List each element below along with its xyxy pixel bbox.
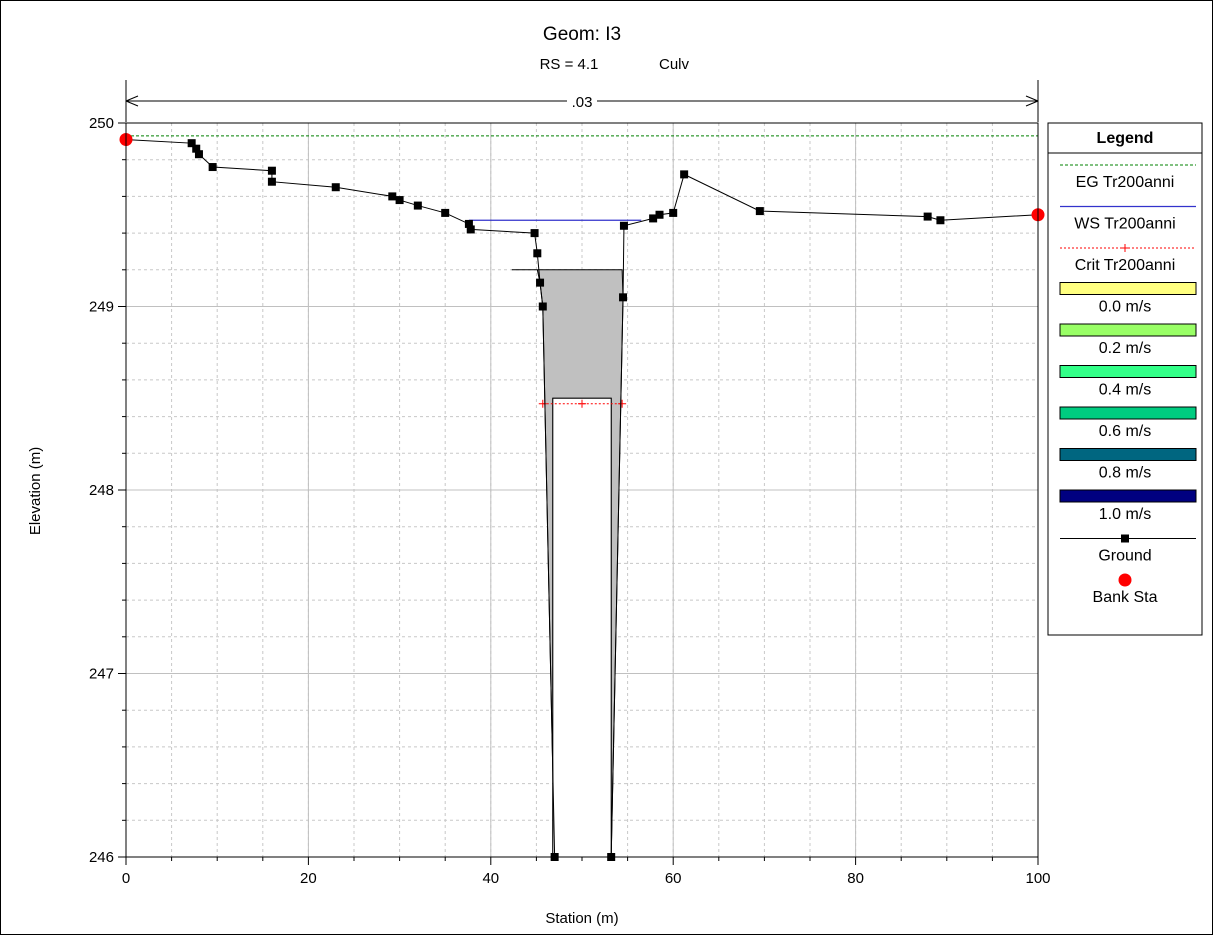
ground-point xyxy=(530,229,539,238)
x-tick-label: 0 xyxy=(122,870,130,887)
ground-point xyxy=(413,201,422,210)
ground-point xyxy=(267,177,276,186)
ground-point xyxy=(619,221,628,230)
legend-swatch xyxy=(1059,365,1197,378)
ground-point xyxy=(923,212,932,221)
legend-label: Crit Tr200anni xyxy=(1075,257,1176,274)
x-tick-label: 80 xyxy=(847,870,864,887)
legend-swatch xyxy=(1059,448,1197,461)
ground-point xyxy=(187,139,196,148)
manning-label: .03 xyxy=(572,94,593,111)
chart-title: Geom: I3 xyxy=(543,24,621,45)
y-tick-label: 250 xyxy=(89,115,114,132)
y-axis-label: Elevation (m) xyxy=(27,447,44,535)
chart-subtitle-rs: RS = 4.1 xyxy=(540,56,599,73)
y-tick-label: 246 xyxy=(89,849,114,866)
legend-label: 0.4 m/s xyxy=(1099,382,1151,399)
y-tick-label: 247 xyxy=(89,666,114,683)
legend-swatch xyxy=(1059,282,1197,295)
ground-point xyxy=(395,196,404,205)
legend-bank-marker xyxy=(1118,573,1132,587)
crit-point xyxy=(618,399,627,408)
x-tick-label: 20 xyxy=(300,870,317,887)
culvert-opening xyxy=(552,397,612,858)
x-axis-label: Station (m) xyxy=(545,910,618,927)
ground-point xyxy=(536,278,545,287)
legend-crit-marker xyxy=(1121,244,1129,252)
x-tick-label: 100 xyxy=(1025,870,1050,887)
x-tick-label: 60 xyxy=(665,870,682,887)
legend-box xyxy=(1047,122,1203,636)
ground-point xyxy=(755,207,764,216)
legend-label: 0.2 m/s xyxy=(1099,340,1151,357)
crit-point xyxy=(538,399,547,408)
ground-point xyxy=(208,163,217,172)
ground-point xyxy=(464,219,473,228)
legend-label: Bank Sta xyxy=(1093,589,1158,606)
legend-label: 0.8 m/s xyxy=(1099,465,1151,482)
legend-title: Legend xyxy=(1097,130,1154,147)
ground-point xyxy=(388,192,397,201)
ground-line xyxy=(125,139,1039,858)
ground-point xyxy=(441,208,450,217)
legend-label: 1.0 m/s xyxy=(1099,506,1151,523)
legend-label: EG Tr200anni xyxy=(1076,174,1175,191)
legend: Legend EG Tr200anni WS Tr200anni Crit Tr200… xyxy=(1047,122,1203,636)
ground-point xyxy=(669,208,678,217)
chart-subtitle-type: Culv xyxy=(659,56,690,73)
legend-swatch xyxy=(1059,489,1197,503)
ground-point xyxy=(649,214,658,223)
ground-point xyxy=(466,225,475,234)
ground-point xyxy=(936,216,945,225)
crit-point xyxy=(578,399,586,408)
legend-swatch xyxy=(1059,406,1197,420)
legend-label: 0.0 m/s xyxy=(1099,299,1151,316)
ground-point xyxy=(538,302,547,311)
legend-label: WS Tr200anni xyxy=(1074,216,1175,233)
x-tick-label: 40 xyxy=(482,870,499,887)
plot-area: 0 20 40 60 80 100 246 247 248 249 250 xyxy=(89,115,1051,887)
manning-dimension: .03 xyxy=(125,80,1039,122)
legend-label: 0.6 m/s xyxy=(1099,423,1151,440)
legend-label: Ground xyxy=(1098,548,1151,565)
ground-point xyxy=(619,293,628,302)
y-tick-label: 249 xyxy=(89,299,114,316)
ground-point xyxy=(267,166,276,175)
legend-swatch xyxy=(1059,323,1197,337)
ground-point xyxy=(192,144,201,153)
ground-point xyxy=(533,249,542,258)
ground-point xyxy=(655,210,664,219)
legend-ground-marker xyxy=(1121,534,1129,543)
y-tick-label: 248 xyxy=(89,482,114,499)
ground-point xyxy=(331,183,340,192)
ground-point xyxy=(194,150,203,159)
ground-point xyxy=(680,170,689,179)
